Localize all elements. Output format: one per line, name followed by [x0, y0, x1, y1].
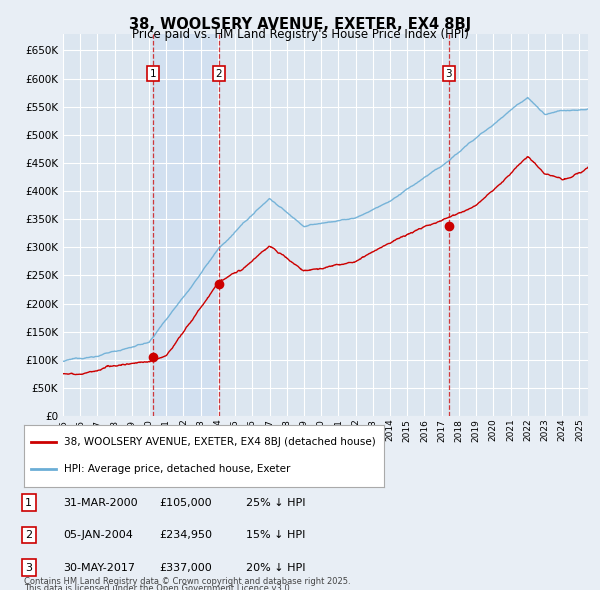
Text: £337,000: £337,000: [159, 563, 212, 572]
Text: 31-MAR-2000: 31-MAR-2000: [63, 498, 137, 507]
Text: 20% ↓ HPI: 20% ↓ HPI: [246, 563, 305, 572]
Text: 1: 1: [25, 498, 32, 507]
Text: 25% ↓ HPI: 25% ↓ HPI: [246, 498, 305, 507]
Text: 05-JAN-2004: 05-JAN-2004: [63, 530, 133, 540]
Text: £105,000: £105,000: [159, 498, 212, 507]
Text: 38, WOOLSERY AVENUE, EXETER, EX4 8BJ (detached house): 38, WOOLSERY AVENUE, EXETER, EX4 8BJ (de…: [64, 437, 376, 447]
Text: 2: 2: [25, 530, 32, 540]
Text: 30-MAY-2017: 30-MAY-2017: [63, 563, 135, 572]
Text: 38, WOOLSERY AVENUE, EXETER, EX4 8BJ: 38, WOOLSERY AVENUE, EXETER, EX4 8BJ: [129, 17, 471, 31]
Text: 2: 2: [215, 69, 222, 79]
Text: £234,950: £234,950: [159, 530, 212, 540]
Text: 1: 1: [150, 69, 157, 79]
Text: This data is licensed under the Open Government Licence v3.0.: This data is licensed under the Open Gov…: [24, 584, 292, 590]
Bar: [154, 34, 218, 416]
Text: HPI: Average price, detached house, Exeter: HPI: Average price, detached house, Exet…: [64, 464, 290, 474]
Text: 15% ↓ HPI: 15% ↓ HPI: [246, 530, 305, 540]
Text: Price paid vs. HM Land Registry's House Price Index (HPI): Price paid vs. HM Land Registry's House …: [131, 28, 469, 41]
Text: 3: 3: [446, 69, 452, 79]
Text: Contains HM Land Registry data © Crown copyright and database right 2025.: Contains HM Land Registry data © Crown c…: [24, 577, 350, 586]
Text: 3: 3: [25, 563, 32, 572]
